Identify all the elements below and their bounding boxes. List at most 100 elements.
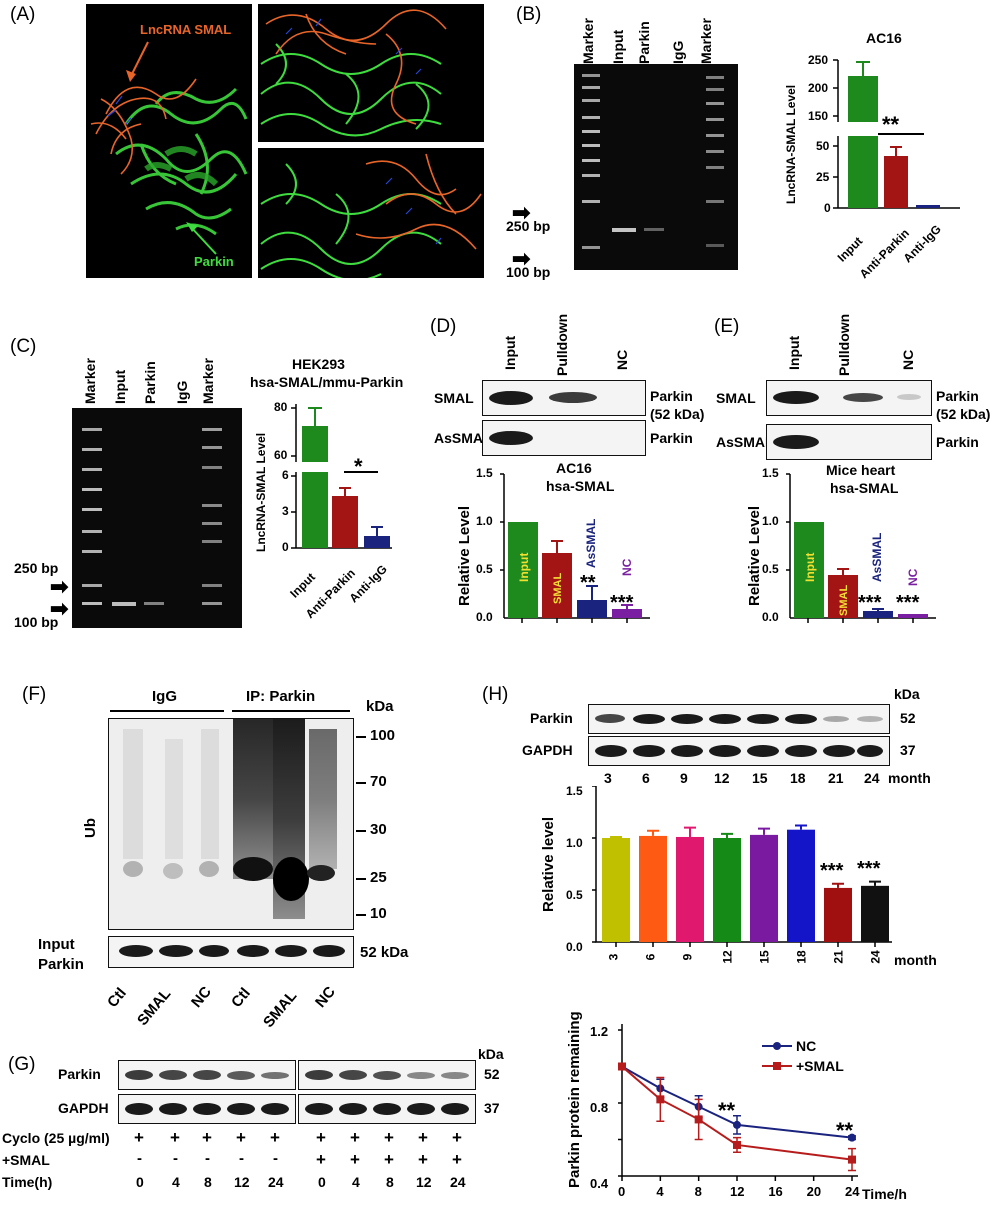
bar-h-month-3 xyxy=(602,838,630,942)
chart-b-ytick-0: 0 xyxy=(824,201,831,215)
arrow-100-icon: ➡ xyxy=(512,246,531,271)
blot-e-lane-nc: NC xyxy=(900,349,916,370)
blot-h-month-15: 15 xyxy=(752,770,768,786)
chart-d-barlabel-input: Input xyxy=(517,552,531,582)
chart-b-title: AC16 xyxy=(866,30,902,46)
panel-label-b: (B) xyxy=(516,4,542,25)
blot-h-month-word: month xyxy=(888,770,931,786)
bar-b-input xyxy=(848,76,878,208)
bar-e-assmal xyxy=(863,611,893,618)
blot-e-row-assmal: AsSMAL xyxy=(716,434,774,450)
gel-b-lane-marker-1: Marker xyxy=(580,18,596,64)
blot-g-row-parkin: Parkin xyxy=(58,1066,101,1082)
blot-g-row-gapdh: GAPDH xyxy=(58,1100,109,1116)
chart-h-ytick-00: 0.0 xyxy=(566,940,583,954)
chart-b-ytick-250: 250 xyxy=(808,53,829,67)
blot-e-row-smal: SMAL xyxy=(716,390,756,406)
line-chart-xtick-12: 12 xyxy=(730,1184,745,1199)
chart-h-ytick-05: 0.5 xyxy=(566,888,583,902)
blot-h-gapdh xyxy=(588,736,890,766)
blot-h-row-parkin: Parkin xyxy=(530,710,573,726)
chart-h xyxy=(592,786,892,947)
gel-b-100bp: 100 bp xyxy=(506,264,551,280)
blot-g-cond-time: Time(h) xyxy=(2,1174,53,1190)
chart-b-ytick-150: 150 xyxy=(808,109,829,123)
chart-d-sig-assmal: ** xyxy=(580,572,596,594)
chart-h-xtick-9: 9 xyxy=(680,953,695,961)
blot-g-parkin-2 xyxy=(298,1060,476,1090)
line-chart-xtick-4: 4 xyxy=(656,1184,664,1199)
blot-g-cond-smal: +SMAL xyxy=(2,1152,50,1168)
chart-c-sig: * xyxy=(354,454,363,479)
blot-h-month-6: 6 xyxy=(642,770,650,786)
errbar-h-month-24 xyxy=(869,880,881,886)
chart-e-ytick-15: 1.5 xyxy=(762,466,779,480)
chart-d-ytick-15: 1.5 xyxy=(476,466,493,480)
chart-h-xtick-21: 21 xyxy=(831,950,846,964)
blot-f-group-igg-line xyxy=(110,710,224,712)
blot-g-time-6: 4 xyxy=(352,1174,360,1190)
chart-e-barlabel-input: Input xyxy=(803,552,817,582)
errbar-h-month-18 xyxy=(795,824,807,830)
gel-c-100bp: 100 bp xyxy=(14,614,59,630)
blot-g-time-0: 0 xyxy=(136,1174,144,1190)
gel-c-lane-input: Input xyxy=(112,369,128,404)
blot-g-smal-2: - xyxy=(205,1150,210,1167)
blot-d-row-smal: SMAL xyxy=(434,390,474,406)
blot-g-smal-4: - xyxy=(273,1150,278,1167)
blot-g-kda-52: 52 xyxy=(484,1066,500,1082)
bar-c-input xyxy=(302,470,328,548)
chart-h-ytick-15: 1.5 xyxy=(566,784,583,798)
blot-f-marker-70: 70 xyxy=(370,773,387,790)
blot-f-ub xyxy=(108,718,354,930)
line-chart xyxy=(618,1024,858,1181)
gel-b-lane-input: Input xyxy=(610,29,626,64)
gel-c-lane-marker-1: Marker xyxy=(82,358,98,404)
line-chart-ytick-12: 1.2 xyxy=(590,1024,609,1039)
chart-e-barlabel-assmal: AsSMAL xyxy=(870,532,884,582)
chart-d-ytick-05: 0.5 xyxy=(476,562,493,576)
blot-g-time-4: 24 xyxy=(268,1174,284,1190)
panel-label-f: (F) xyxy=(22,684,47,705)
chart-h-xlabel: month xyxy=(894,952,937,968)
blot-e-lane-pulldown: Pulldown xyxy=(836,313,852,376)
blot-d-right-parkin: Parkin xyxy=(650,388,693,404)
chart-c-title-2: hsa-SMAL/mmu-Parkin xyxy=(250,374,404,390)
blot-g-cyclo-0: + xyxy=(134,1128,144,1147)
gel-b-lane-marker-2: Marker xyxy=(698,18,714,64)
gel-c-image xyxy=(72,408,242,628)
blot-e-lane-input: Input xyxy=(786,335,802,370)
bar-h-month-15 xyxy=(750,834,778,942)
gel-c-lane-marker-2: Marker xyxy=(200,358,216,404)
blot-e-right-parkin: Parkin xyxy=(936,388,979,404)
bar-h-month-18 xyxy=(787,829,815,942)
line-point-smal-12 xyxy=(733,1140,741,1149)
chart-d-title-1: AC16 xyxy=(556,460,592,476)
blot-g-smal-6: + xyxy=(350,1150,360,1169)
line-point-smal-8 xyxy=(694,1115,703,1124)
bar-h-month-6 xyxy=(639,835,667,942)
bar-h-month-24 xyxy=(861,885,889,942)
blot-f-lane-ctl-1: Ctl xyxy=(104,984,130,1011)
chart-c xyxy=(291,404,392,549)
bar-e-nc xyxy=(898,614,928,618)
panel-label-e: (E) xyxy=(714,316,740,337)
blot-d-assmal xyxy=(482,420,646,456)
blot-f-kda: kDa xyxy=(366,698,394,715)
chart-d-barlabel-assmal: AsSMAL xyxy=(584,518,598,568)
line-chart-xtick-16: 16 xyxy=(768,1184,783,1199)
blot-f-marker-10: 10 xyxy=(370,905,387,922)
blot-f-group-igg: IgG xyxy=(152,688,177,705)
blot-f-marker-100: 100 xyxy=(370,727,396,744)
blot-g-smal-5: + xyxy=(316,1150,326,1169)
panel-label-a: (A) xyxy=(10,4,36,25)
panel-label-h: (H) xyxy=(482,684,509,705)
chart-d-barlabel-smal: SMAL xyxy=(552,572,564,604)
chart-e-sig-nc: *** xyxy=(896,592,920,614)
chart-e-ytick-00: 0.0 xyxy=(762,610,779,624)
blot-g-smal-0: - xyxy=(137,1150,142,1167)
blot-g-cyclo-2: + xyxy=(202,1128,212,1147)
chart-h-xtick-18: 18 xyxy=(794,950,809,964)
blot-h-month-12: 12 xyxy=(714,770,730,786)
panel-label-c: (C) xyxy=(10,336,37,357)
